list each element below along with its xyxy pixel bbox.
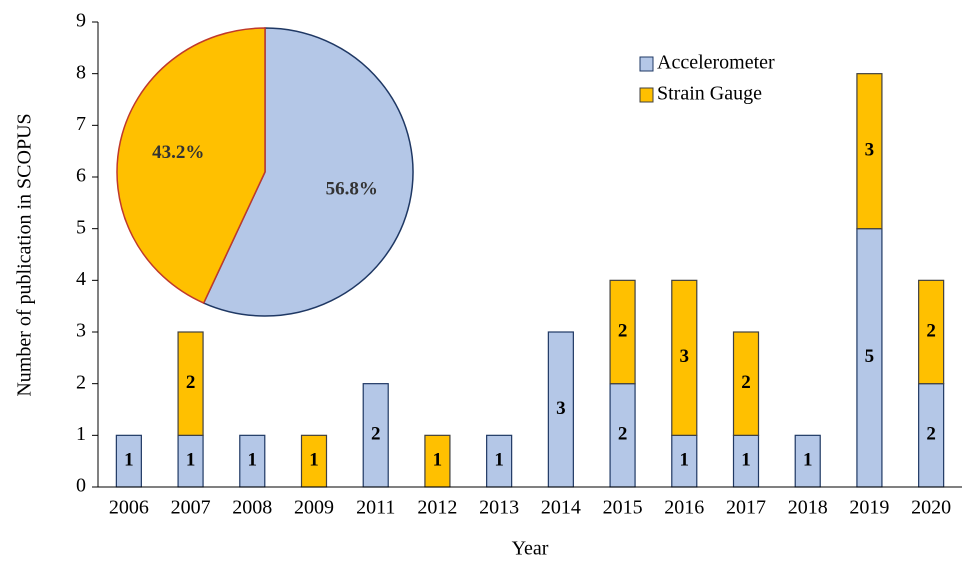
data-label: 1 <box>680 450 690 471</box>
x-tick-label: 2012 <box>417 497 457 519</box>
data-label: 1 <box>124 450 134 471</box>
data-label: 1 <box>494 450 504 471</box>
y-tick-label: 4 <box>76 268 86 290</box>
data-label: 1 <box>248 450 258 471</box>
x-tick-label: 2015 <box>603 497 643 519</box>
x-tick-label: 2016 <box>664 497 704 519</box>
x-tick-label: 2019 <box>849 497 889 519</box>
bar-segment <box>362 383 389 488</box>
bar-segment <box>732 331 760 436</box>
data-label: 5 <box>865 346 875 367</box>
data-label: 1 <box>309 450 319 471</box>
y-tick-label: 8 <box>76 61 86 83</box>
x-tick-label: 2017 <box>726 497 766 519</box>
y-tick-label: 6 <box>76 165 86 187</box>
x-axis-label: Year <box>512 538 549 560</box>
bar-segment <box>115 434 142 488</box>
bar-segment <box>300 434 328 488</box>
data-label: 1 <box>433 450 443 471</box>
bar-segment <box>609 279 636 385</box>
bar-segment <box>239 434 266 488</box>
data-label: 1 <box>186 450 196 471</box>
bar-segment <box>424 434 451 488</box>
bar-segment <box>671 279 698 436</box>
y-tick-label: 5 <box>76 216 86 238</box>
bar-segment <box>177 331 204 436</box>
legend-swatch <box>639 56 654 72</box>
pie-label: 43.2% <box>152 142 204 163</box>
bar-segment <box>856 73 883 230</box>
y-tick-label: 9 <box>76 10 86 32</box>
x-tick-label: 2006 <box>109 497 149 519</box>
legend-label: Accelerometer <box>657 52 775 74</box>
data-label: 3 <box>680 346 690 367</box>
bar-segment <box>918 279 945 385</box>
y-tick-label: 1 <box>76 423 86 445</box>
x-tick-label: 2007 <box>171 497 211 519</box>
y-tick-label: 0 <box>76 475 86 497</box>
bar-segment <box>547 331 574 488</box>
y-tick-label: 3 <box>76 320 86 342</box>
data-label: 2 <box>926 424 936 445</box>
x-tick-label: 2014 <box>541 497 581 519</box>
x-tick-label: 2009 <box>294 497 334 519</box>
x-tick-label: 2013 <box>479 497 519 519</box>
legend-swatch <box>639 87 654 103</box>
data-label: 1 <box>741 450 751 471</box>
data-label: 2 <box>186 372 196 393</box>
data-label: 2 <box>741 372 751 393</box>
data-label: 1 <box>803 450 813 471</box>
data-label: 2 <box>371 424 381 445</box>
data-label: 3 <box>556 398 566 419</box>
data-label: 2 <box>926 320 936 341</box>
data-label: 3 <box>865 140 875 161</box>
bar-segment <box>609 383 636 488</box>
y-axis-label: Number of publication in SCOPUS <box>14 113 36 396</box>
x-tick-label: 2008 <box>232 497 272 519</box>
legend-label: Strain Gauge <box>657 83 762 105</box>
bar-segment <box>671 434 698 488</box>
x-tick-label: 2018 <box>788 497 828 519</box>
data-label: 2 <box>618 424 628 445</box>
pie-label: 56.8% <box>326 179 378 200</box>
y-tick-label: 7 <box>76 113 86 135</box>
x-tick-label: 2020 <box>911 497 951 519</box>
pie-slice <box>116 27 266 305</box>
data-label: 2 <box>618 320 628 341</box>
x-tick-label: 2011 <box>356 497 395 519</box>
pie-slice <box>202 27 414 317</box>
y-tick-label: 2 <box>76 371 86 393</box>
